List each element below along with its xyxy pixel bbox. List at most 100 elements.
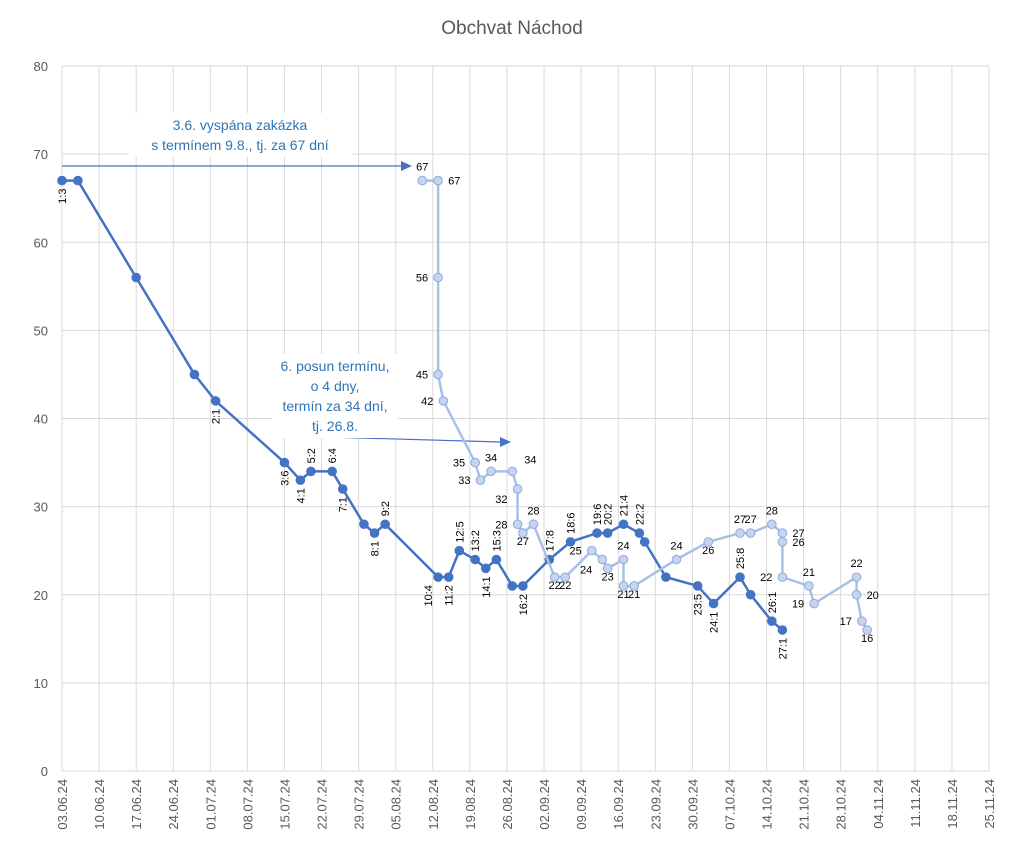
data-point-light <box>851 589 862 600</box>
data-label: 16 <box>861 633 873 645</box>
chart-title: Obchvat Náchod <box>441 18 583 39</box>
data-label: 21 <box>617 589 629 601</box>
data-label: 28 <box>527 505 539 517</box>
data-label: 7:1 <box>338 497 350 512</box>
data-point-light <box>433 369 443 380</box>
data-label: 13:2 <box>470 530 482 551</box>
data-label: 24 <box>670 541 682 553</box>
data-label: 26:1 <box>767 592 779 613</box>
data-point-dark <box>480 563 491 574</box>
data-point-light <box>851 572 862 582</box>
data-point-dark <box>337 484 348 494</box>
data-label: 21:4 <box>618 495 630 516</box>
data-point-light <box>618 581 629 591</box>
data-point-light <box>602 563 613 574</box>
x-tick-label: 15.07.24 <box>277 779 292 830</box>
data-point-dark <box>443 572 454 582</box>
x-tick-label: 19.08.24 <box>463 779 478 830</box>
y-tick-label: 40 <box>34 412 48 427</box>
data-point-light <box>518 528 528 538</box>
data-point-dark <box>507 581 518 591</box>
x-tick-label: 03.06.24 <box>55 779 70 830</box>
data-label: 20:2 <box>603 504 615 525</box>
annotation-line: 3.6. vyspána zakázka <box>172 117 308 133</box>
data-point-light <box>777 528 788 538</box>
data-point-light <box>470 457 480 468</box>
data-point-light <box>777 572 788 582</box>
data-point-light <box>549 572 560 582</box>
data-point-light <box>512 519 523 530</box>
data-label: 34 <box>524 454 536 466</box>
data-label: 27 <box>517 536 529 548</box>
data-point-light <box>857 616 867 626</box>
data-label: 1:3 <box>57 189 69 204</box>
data-point-dark <box>708 598 719 609</box>
data-label: 3:6 <box>279 471 291 486</box>
data-label: 24:1 <box>709 612 721 633</box>
data-label: 2:1 <box>211 409 223 424</box>
x-tick-label: 26.08.24 <box>500 779 515 830</box>
data-label: 35 <box>453 458 465 470</box>
arrowhead-icon <box>500 437 511 447</box>
data-label: 10:4 <box>423 585 435 606</box>
data-point-light <box>629 581 639 591</box>
data-label: 17:8 <box>544 530 556 551</box>
data-point-dark <box>189 369 200 380</box>
data-label: 16:2 <box>518 594 530 615</box>
data-point-dark <box>454 545 465 556</box>
series-line-light <box>422 179 869 631</box>
data-label: 56 <box>416 273 428 285</box>
data-point-dark <box>592 528 602 538</box>
data-label: 22 <box>559 580 571 592</box>
data-point-dark <box>279 457 290 468</box>
data-point-dark <box>618 519 629 530</box>
data-point-dark <box>639 537 650 547</box>
x-tick-label: 29.07.24 <box>352 779 367 830</box>
data-point-light <box>777 537 788 547</box>
x-tick-label: 07.10.24 <box>722 779 737 830</box>
data-label: 25:8 <box>735 548 747 569</box>
data-point-light <box>809 598 819 609</box>
data-label: 22:2 <box>634 504 646 525</box>
data-label: 4:1 <box>295 488 307 503</box>
x-tick-label: 25.11.24 <box>982 779 997 829</box>
data-label: 67 <box>448 176 460 188</box>
data-label: 34 <box>485 452 497 464</box>
data-label: 33 <box>458 475 470 487</box>
data-point-light <box>735 528 745 538</box>
data-point-dark <box>661 572 671 582</box>
annotation-line: 6. posun termínu, <box>280 358 390 374</box>
y-tick-label: 80 <box>34 59 48 74</box>
data-point-light <box>862 625 872 635</box>
data-point-light <box>560 572 571 582</box>
x-tick-label: 21.10.24 <box>797 779 812 830</box>
x-tick-label: 30.09.24 <box>685 779 700 830</box>
data-label: 22 <box>760 572 772 584</box>
data-point-light <box>586 545 597 556</box>
data-point-light <box>433 272 443 283</box>
data-point-dark <box>380 519 390 530</box>
x-tick-label: 10.06.24 <box>92 779 107 830</box>
data-label: 18:6 <box>566 512 578 533</box>
x-tick-label: 02.09.24 <box>537 779 552 830</box>
data-label: 27 <box>792 528 804 540</box>
data-point-dark <box>470 554 480 565</box>
data-label: 20 <box>867 590 879 602</box>
y-tick-label: 70 <box>34 147 48 162</box>
data-point-dark <box>369 528 380 538</box>
data-point-dark <box>565 537 576 547</box>
data-point-light <box>438 396 449 406</box>
annotation-line: termín za 34 dní, <box>282 398 388 414</box>
data-label: 32 <box>495 494 507 506</box>
x-tick-label: 05.08.24 <box>389 779 404 830</box>
data-point-dark <box>767 616 777 626</box>
data-point-light <box>618 554 629 565</box>
data-point-light <box>745 528 756 538</box>
data-point-light <box>804 581 814 591</box>
x-tick-label: 24.06.24 <box>166 779 181 830</box>
data-point-light <box>417 175 428 186</box>
data-label: 19 <box>792 599 804 611</box>
data-label: 42 <box>421 396 433 408</box>
data-point-dark <box>433 572 443 582</box>
